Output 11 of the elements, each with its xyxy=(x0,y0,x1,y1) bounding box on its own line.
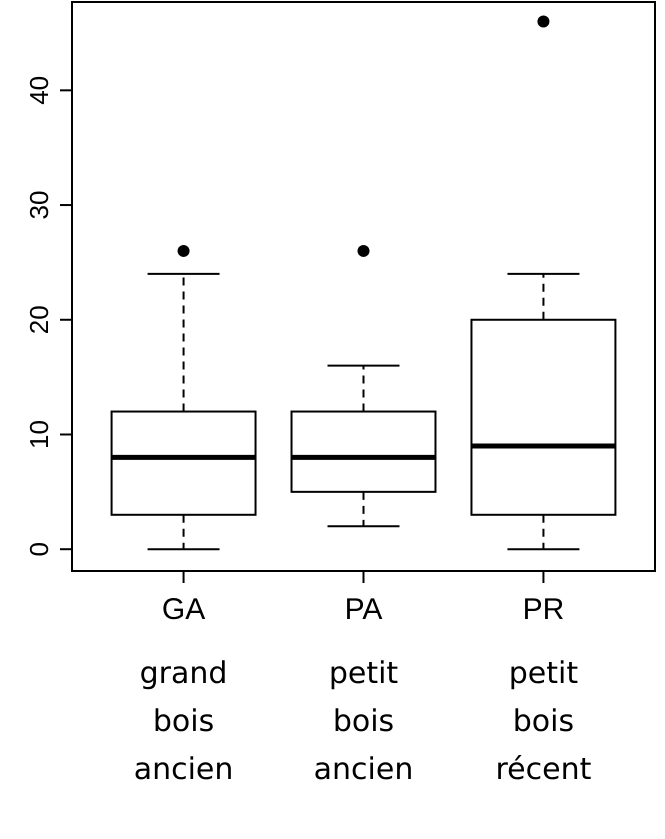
x-tick-label: GA xyxy=(162,593,206,626)
x-tick-label: PR xyxy=(522,593,564,626)
text: grand bois ancien xyxy=(134,656,234,787)
y-tick-label: 40 xyxy=(24,76,54,105)
y-tick-label: 20 xyxy=(24,305,54,334)
y-tick-label: 30 xyxy=(24,190,54,220)
text: petit bois ancien xyxy=(314,656,414,787)
y-tick-label: 0 xyxy=(24,542,54,556)
text: petit bois récent xyxy=(496,656,592,787)
x-tick-label: PA xyxy=(344,593,382,626)
y-tick-label: 10 xyxy=(24,420,54,449)
